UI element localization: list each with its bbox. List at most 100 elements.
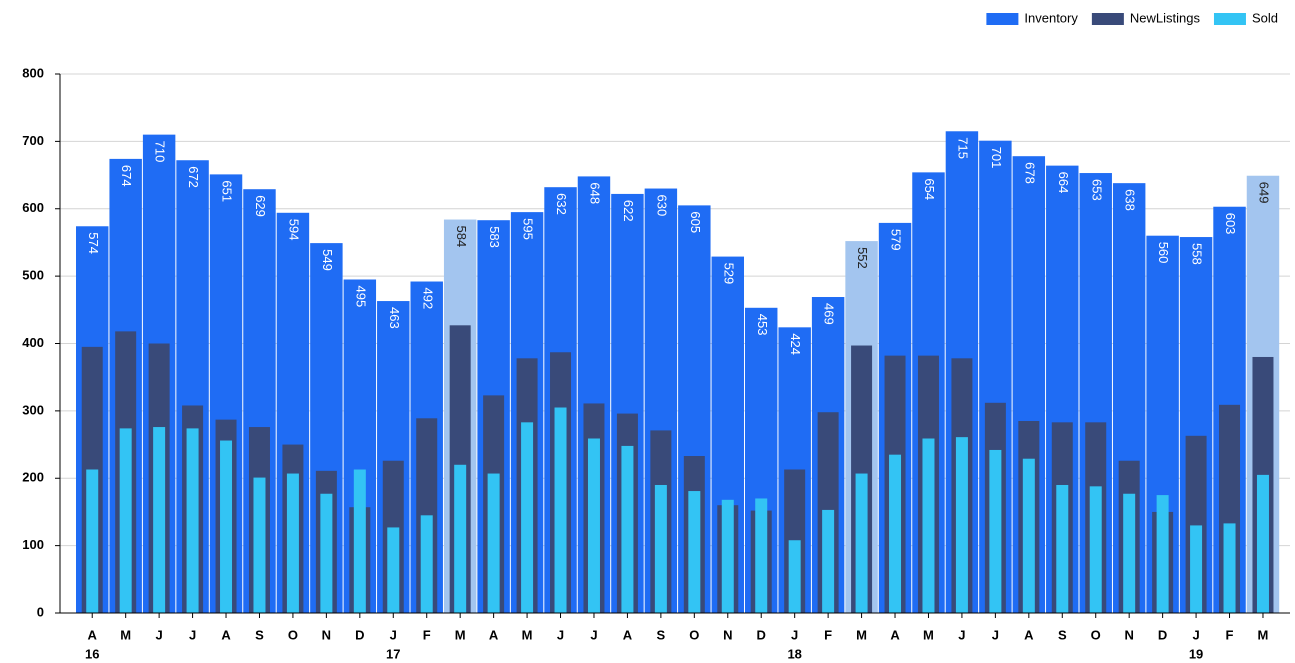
x-tick-label: S (657, 627, 666, 642)
bar-sold (1022, 458, 1035, 613)
x-group-label: 16 (85, 646, 99, 661)
x-tick-label: A (221, 627, 231, 642)
x-tick-label: F (423, 627, 431, 642)
bar-sold (1256, 474, 1269, 613)
value-label: 654 (922, 178, 937, 200)
x-tick-label: M (120, 627, 131, 642)
x-tick-label: A (489, 627, 499, 642)
value-label: 678 (1022, 162, 1037, 184)
bar-sold (353, 469, 366, 613)
value-label: 595 (521, 218, 536, 240)
x-group-label: 18 (787, 646, 801, 661)
x-tick-label: J (958, 627, 965, 642)
x-tick-label: A (623, 627, 633, 642)
x-tick-label: F (824, 627, 832, 642)
value-label: 584 (454, 226, 469, 248)
y-tick-label: 700 (22, 133, 44, 148)
bar-sold (86, 469, 99, 613)
x-tick-label: O (1091, 627, 1101, 642)
bar-sold (220, 440, 233, 613)
value-label: 629 (253, 195, 268, 217)
bar-sold (989, 449, 1002, 613)
bar-sold (1223, 523, 1236, 613)
bar-sold (822, 509, 835, 613)
value-label: 630 (654, 195, 669, 217)
x-group-label: 17 (386, 646, 400, 661)
value-label: 529 (721, 263, 736, 285)
legend-label: Sold (1252, 10, 1278, 25)
bar-sold (554, 407, 567, 613)
value-label: 664 (1056, 172, 1071, 194)
value-label: 594 (286, 219, 301, 241)
x-tick-label: D (757, 627, 766, 642)
value-label: 583 (487, 226, 502, 248)
x-tick-label: O (689, 627, 699, 642)
bar-sold (1123, 493, 1136, 613)
value-label: 651 (220, 180, 235, 202)
legend-swatch (986, 13, 1019, 25)
value-label: 549 (320, 249, 335, 271)
value-label: 622 (621, 200, 636, 222)
x-tick-label: J (992, 627, 999, 642)
legend-label: NewListings (1130, 10, 1201, 25)
x-tick-label: O (288, 627, 298, 642)
bar-sold (286, 473, 299, 613)
legend-label: Inventory (1024, 10, 1078, 25)
x-tick-label: D (355, 627, 364, 642)
y-tick-label: 300 (22, 402, 44, 417)
value-label: 710 (153, 141, 168, 163)
bar-sold (487, 473, 500, 613)
bar-sold (153, 427, 166, 613)
x-tick-label: N (1124, 627, 1133, 642)
x-tick-label: S (1058, 627, 1067, 642)
bar-sold (688, 491, 701, 613)
value-label: 492 (420, 288, 435, 310)
x-tick-label: J (590, 627, 597, 642)
bar-sold (855, 473, 868, 613)
value-label: 701 (989, 147, 1004, 169)
legend-swatch (1213, 13, 1246, 25)
x-tick-label: A (1024, 627, 1034, 642)
value-label: 648 (588, 182, 603, 204)
bar-sold (387, 527, 400, 613)
value-label: 603 (1223, 213, 1238, 235)
x-tick-label: J (156, 627, 163, 642)
x-group-label: 19 (1189, 646, 1203, 661)
value-label: 579 (889, 229, 904, 251)
value-label: 649 (1257, 182, 1272, 204)
legend-swatch (1091, 13, 1124, 25)
x-tick-label: M (1258, 627, 1269, 642)
value-label: 574 (86, 232, 101, 254)
value-label: 552 (855, 247, 870, 269)
bar-sold (922, 438, 935, 613)
x-tick-label: J (390, 627, 397, 642)
value-label: 558 (1190, 243, 1205, 265)
bar-sold (889, 454, 902, 613)
bar-sold (788, 540, 801, 613)
bar-sold (521, 422, 534, 613)
value-label: 463 (387, 307, 402, 329)
bar-sold (420, 515, 433, 613)
legend: Sold NewListings Inventory (986, 10, 1278, 25)
bar-sold (454, 464, 467, 613)
value-label: 495 (353, 285, 368, 307)
bar-sold (1089, 486, 1102, 613)
bar-sold (955, 437, 968, 613)
y-tick-label: 800 (22, 65, 44, 80)
bar-sold (186, 428, 199, 613)
x-tick-label: N (723, 627, 732, 642)
bar-sold (587, 438, 600, 613)
x-tick-label: M (522, 627, 533, 642)
value-label: 469 (822, 303, 837, 325)
bar-sold (119, 428, 132, 613)
x-tick-label: N (322, 627, 331, 642)
x-tick-label: J (189, 627, 196, 642)
value-label: 653 (1089, 179, 1104, 201)
bar-sold (253, 477, 266, 613)
bar-sold (1056, 484, 1069, 613)
x-tick-label: A (890, 627, 900, 642)
bar-sold (320, 493, 333, 613)
value-label: 632 (554, 193, 569, 215)
x-tick-label: F (1226, 627, 1234, 642)
